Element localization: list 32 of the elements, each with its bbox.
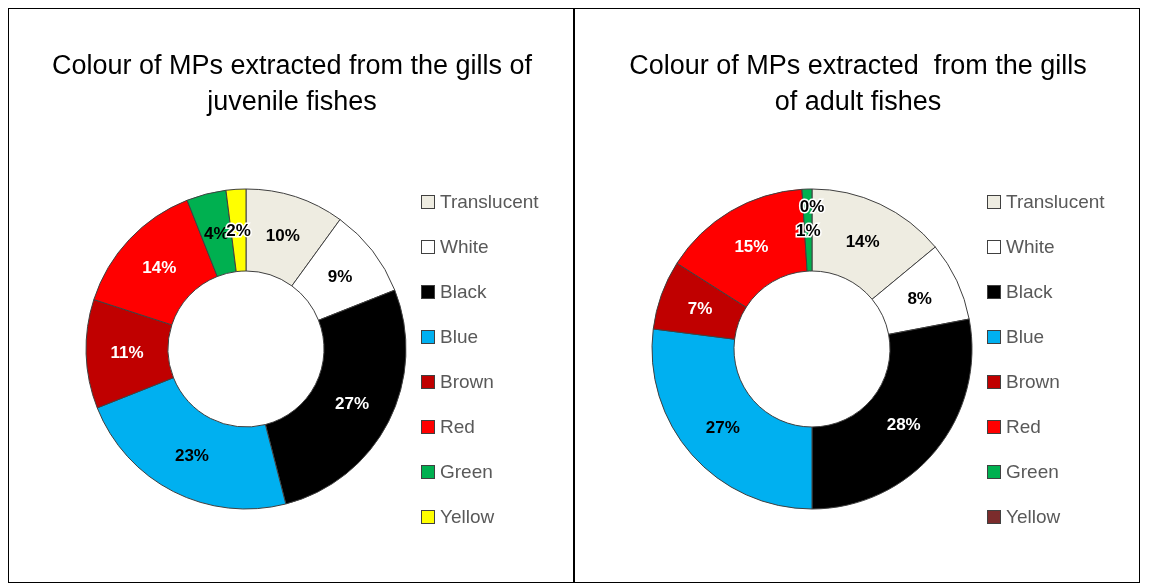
legend-label: Translucent (440, 190, 539, 213)
legend-label: Yellow (1006, 505, 1061, 528)
data-label: 1% (795, 220, 821, 240)
data-label: 14% (845, 231, 880, 251)
chart-title: Colour of MPs extracted from the gills of juvenile fishes (50, 49, 534, 118)
data-label: 27% (335, 393, 370, 413)
data-label: 8% (907, 288, 932, 308)
legend-label: Green (1006, 460, 1059, 483)
text: 0% (799, 196, 825, 216)
data-label: 14% (142, 258, 177, 278)
chart-title: Colour of MPs extracted from the gills of adult fishes (628, 49, 1088, 118)
data-label: 28% (886, 415, 921, 435)
data-label: 11% (110, 343, 144, 363)
legend-label: Black (440, 280, 487, 303)
legend-label: Red (440, 415, 475, 438)
data-label: 9% (327, 266, 353, 286)
legend-label: White (1006, 235, 1055, 258)
legend-label: Black (1006, 280, 1053, 303)
data-label: 27% (705, 418, 740, 438)
legend-label: Yellow (440, 505, 495, 528)
data-label: 10% (265, 226, 300, 246)
legend-label: Translucent (1006, 190, 1105, 213)
legend-label: White (440, 235, 489, 258)
legend-label: Blue (440, 325, 479, 348)
data-label: 23% (174, 445, 209, 465)
legend-label: Red (1006, 415, 1041, 438)
legend-label: Brown (440, 370, 494, 393)
data-label: 15% (734, 237, 769, 257)
legend-label: Green (440, 460, 493, 483)
data-label: 7% (687, 299, 713, 319)
legend-label: Brown (1006, 370, 1060, 393)
legend-label: Blue (1006, 325, 1045, 348)
